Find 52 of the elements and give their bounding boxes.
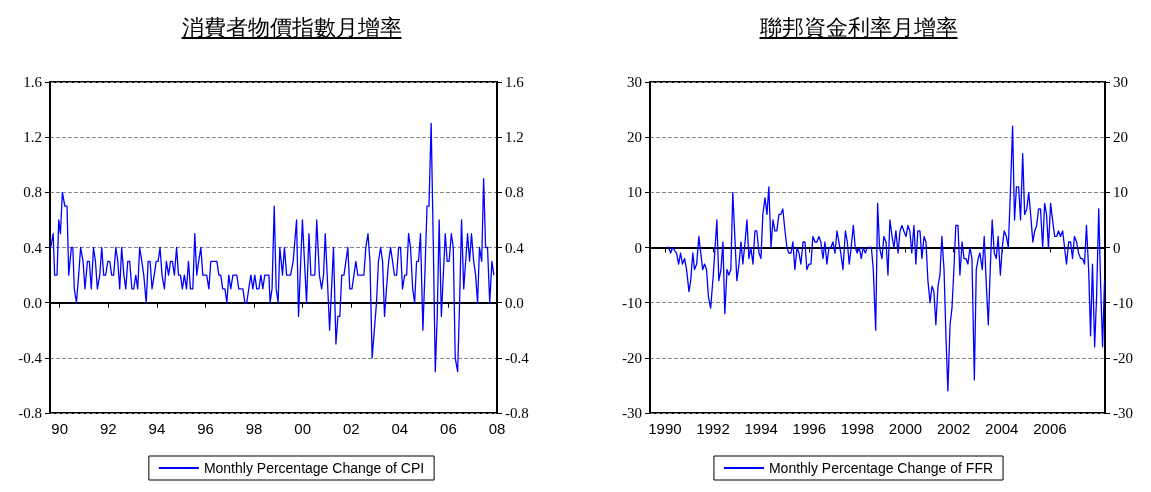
y2-tick-label: 0 [1113,239,1121,256]
legend-label: Monthly Percentage Change of CPI [203,460,425,476]
x-tick-label: 06 [440,420,457,437]
y2-tick-label: -0.4 [505,349,530,366]
y2-tick-label: -30 [1113,405,1133,421]
x-tick-label: 1994 [744,420,778,437]
y-tick-label: -0.4 [18,349,43,366]
y-tick-label: -30 [622,405,642,421]
y-tick-label: 0.0 [23,294,42,311]
x-tick-label: 96 [197,420,214,437]
y2-tick-label: 0.0 [505,294,524,311]
y-tick-label: 0.8 [23,184,42,201]
y2-tick-label: 0.4 [505,239,525,256]
y2-tick-label: 30 [1113,74,1128,90]
y-tick-label: 0.4 [23,239,43,256]
x-tick-label: 08 [488,420,506,437]
y-tick-label: -20 [622,349,642,366]
y2-tick-label: -0.8 [505,405,529,421]
y2-tick-label: 20 [1113,129,1128,146]
x-tick-label: 92 [99,420,117,437]
y-tick-label: 1.6 [23,74,43,90]
chart-title: 消費者物價指數月增率 [181,15,402,40]
y2-tick-label: 0.8 [505,184,524,201]
x-tick-label: 2006 [1033,420,1067,437]
x-tick-label: 90 [51,420,69,437]
y2-tick-label: 1.6 [505,74,525,90]
x-tick-label: 1996 [792,420,826,437]
x-tick-label: 1998 [840,420,875,437]
y2-tick-label: -20 [1113,349,1133,366]
x-tick-label: 98 [245,420,263,437]
chart-title: 聯邦資金利率月增率 [759,15,958,40]
y-tick-label: 1.2 [23,129,42,146]
y-tick-label: 20 [627,129,642,146]
y2-tick-label: 10 [1113,184,1128,201]
x-tick-label: 04 [391,420,409,437]
x-tick-label: 1990 [648,420,682,437]
line-series [665,125,1106,392]
x-tick-label: 2000 [888,420,923,437]
x-tick-label: 2002 [936,420,971,437]
y-tick-label: -0.8 [18,405,42,421]
legend-label: Monthly Percentage Change of FFR [768,460,994,476]
x-tick-label: 94 [148,420,166,437]
x-tick-label: 02 [342,420,360,437]
y2-tick-label: -10 [1113,294,1133,311]
y-tick-label: -10 [622,294,642,311]
y-tick-label: 30 [627,74,642,90]
x-tick-label: 2004 [985,420,1019,437]
y-tick-label: 10 [627,184,642,201]
x-tick-label: 1992 [696,420,730,437]
x-tick-label: 00 [294,420,311,437]
y-tick-label: 0 [634,239,642,256]
y2-tick-label: 1.2 [505,129,524,146]
